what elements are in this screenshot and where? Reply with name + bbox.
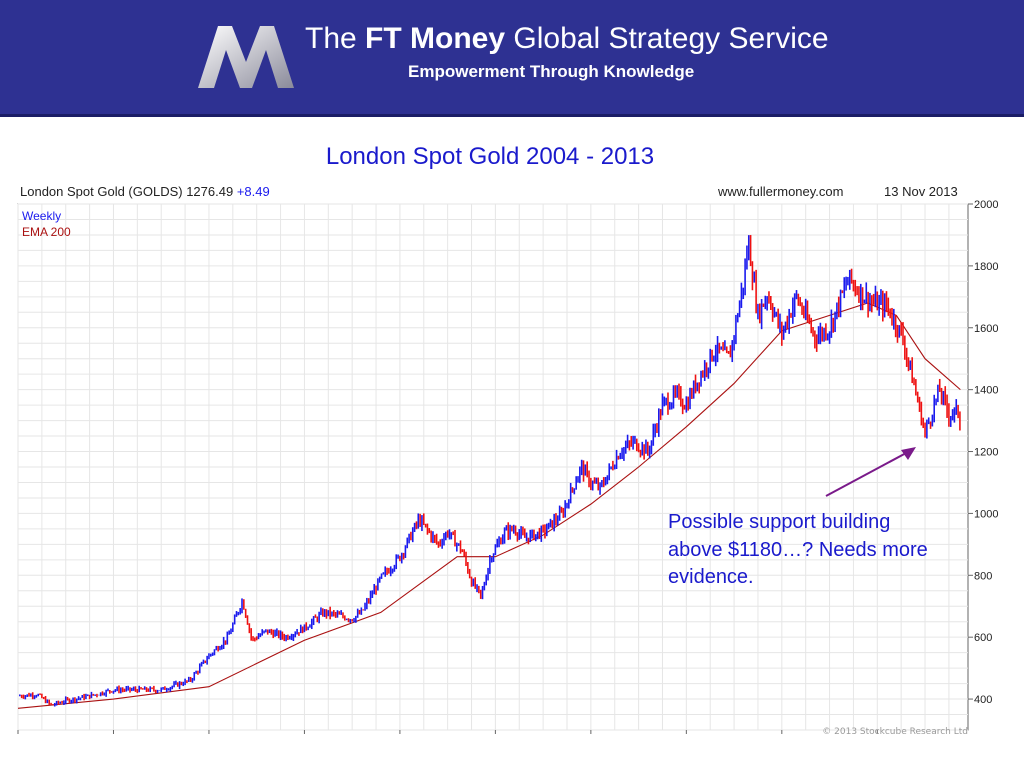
y-tick-label: 800 [974,570,992,582]
grid-lines [17,203,968,731]
y-tick-label: 1200 [974,447,998,459]
chart-change: +8.49 [237,184,270,199]
tagline: Empowerment Through Knowledge [408,62,695,81]
chart-title: London Spot Gold (GOLDS) 1276.49 +8.49 [20,184,270,199]
chart-title-text: London Spot Gold (GOLDS) 1276.49 [20,184,233,199]
slide-title: London Spot Gold 2004 - 2013 [325,143,655,170]
weekly-bars [19,235,961,707]
chart-date: 13 Nov 2013 [884,184,958,199]
y-tick-label: 1600 [974,323,998,335]
y-tick-label: 600 [974,632,992,644]
y-tick-label: 1400 [974,385,998,397]
annotation-text: Possible support building above $1180…? … [668,511,928,588]
copyright: © 2013 Stockcube Research Ltd [822,727,968,737]
x-axis: 2004200520062007200820092010201120122013 [17,730,878,734]
y-tick-label: 400 [974,694,992,706]
y-tick-label: 1800 [974,261,998,273]
m-logo-icon [198,26,294,88]
gold-price-chart: 400 600 800 1000 1200 1400 1600 1800 2000 200420… [17,184,998,734]
brand-title: The FT Money Global Strategy Service [305,22,829,56]
annotation-arrow [825,447,916,497]
y-tick-label: 2000 [974,199,998,211]
legend-weekly: Weekly [22,209,61,223]
brand-bold: FT Money [365,22,506,55]
brand-suffix: Global Strategy Service [513,22,829,55]
brand-prefix: The [305,22,357,55]
chart-source: www.fullermoney.com [717,184,843,199]
y-tick-label: 1000 [974,508,998,520]
legend-ema: EMA 200 [22,225,71,239]
header-banner: The FT Money Global Strategy Service Emp… [0,0,1024,117]
y-axis: 400 600 800 1000 1200 1400 1600 1800 2000 [968,199,998,706]
